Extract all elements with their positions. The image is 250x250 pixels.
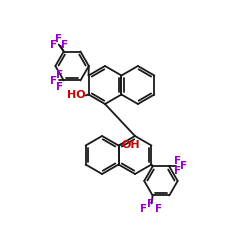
Text: F: F [55, 34, 62, 43]
Text: F: F [50, 40, 57, 50]
Text: F: F [56, 82, 63, 92]
Text: F: F [140, 204, 147, 214]
Text: OH: OH [122, 140, 140, 149]
Text: F: F [180, 162, 187, 172]
Text: F: F [174, 156, 181, 166]
Text: F: F [61, 40, 68, 50]
Text: F: F [50, 76, 57, 86]
Text: F: F [56, 70, 63, 81]
Text: HO: HO [67, 90, 86, 101]
Text: F: F [147, 200, 154, 209]
Text: F: F [155, 204, 162, 214]
Text: F: F [174, 166, 181, 176]
